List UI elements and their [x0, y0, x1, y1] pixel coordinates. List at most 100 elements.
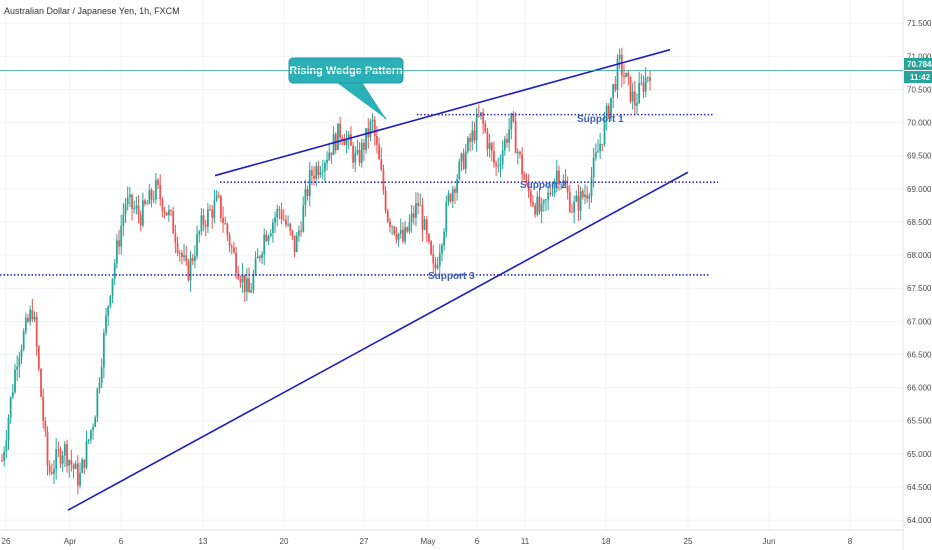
x-tick-label: 25: [684, 537, 693, 546]
candle-body: [510, 113, 513, 130]
candle-body: [285, 219, 287, 225]
candle-body: [389, 221, 391, 227]
candle-body: [298, 230, 300, 236]
candle-body: [9, 397, 12, 418]
candle-body: [467, 137, 469, 152]
y-tick-label: 70.500: [907, 85, 932, 94]
candle-body: [430, 241, 433, 255]
candle-body: [254, 258, 257, 275]
candle-body: [601, 143, 604, 145]
candle-body: [18, 357, 21, 367]
chart-title: Australian Dollar / Japanese Yen, 1h, FX…: [4, 6, 180, 16]
candle-body: [5, 440, 8, 452]
candle-body: [352, 145, 354, 163]
candle-body: [508, 129, 511, 143]
candle-body: [16, 366, 19, 370]
candle-body: [425, 219, 428, 235]
y-tick-label: 65.000: [907, 450, 932, 459]
candle-body: [42, 396, 45, 421]
candle-body: [532, 202, 534, 206]
candle-body: [501, 150, 504, 164]
support-1-label: Support 1: [577, 114, 624, 125]
candle-body: [326, 159, 328, 163]
timer-badge: 11:42: [910, 73, 931, 82]
wedge-lower-line: [67, 171, 689, 511]
candle-body: [261, 254, 263, 259]
candle-body: [289, 223, 292, 231]
candle-body: [206, 209, 209, 227]
candle-body: [540, 203, 543, 212]
candle-body: [107, 306, 110, 316]
candle-body: [68, 460, 71, 466]
candle-body: [642, 82, 645, 92]
candle-body: [250, 290, 253, 293]
candle-body: [308, 170, 311, 196]
candle-body: [1, 460, 3, 462]
candle-body: [191, 258, 194, 261]
y-tick-label: 69.000: [907, 185, 932, 194]
candle-body: [649, 77, 651, 81]
candle-body: [120, 225, 123, 247]
candle-body: [497, 165, 500, 167]
candle-body: [48, 465, 51, 473]
candle-body: [76, 463, 79, 486]
timer-badge-bg: [904, 71, 932, 83]
candle-body: [503, 138, 506, 151]
candle-body: [631, 91, 634, 102]
candle-body: [300, 230, 302, 232]
y-tick-label: 68.000: [907, 251, 932, 260]
candle-body: [415, 203, 417, 218]
candle-body: [373, 119, 376, 137]
candle-body: [343, 139, 346, 146]
candle-body: [20, 349, 23, 358]
candle-body: [432, 254, 435, 264]
candle-body: [397, 233, 400, 240]
x-axis: 26 Apr 6 13 20 27 May 6 11 18 25 Jun 8: [2, 537, 853, 546]
candle-body: [66, 444, 68, 466]
candle-body: [96, 388, 99, 418]
candle-body: [152, 199, 155, 201]
candle-body: [612, 84, 615, 98]
rising-wedge-callout[interactable]: Rising Wedge Pattern: [288, 57, 404, 120]
price-scale-panel[interactable]: [903, 0, 932, 550]
candle-body: [447, 194, 450, 203]
candle-body: [451, 189, 454, 202]
price-badges: 70.784 11:42: [904, 58, 932, 83]
candle-body: [339, 123, 341, 138]
candle-body: [137, 205, 140, 215]
candle-body: [538, 196, 541, 212]
candle-body: [79, 472, 81, 486]
candle-body: [644, 77, 647, 92]
candle-body: [230, 246, 233, 248]
candle-body: [358, 149, 361, 163]
support-levels: [0, 113, 718, 276]
candle-body: [217, 195, 220, 197]
candle-body: [37, 346, 40, 369]
candle-body: [610, 97, 612, 118]
candle-body: [363, 142, 365, 150]
candle-body: [53, 469, 55, 474]
candle-body: [265, 234, 268, 242]
candle-body: [350, 134, 352, 146]
candle-body: [115, 240, 118, 264]
candle-body: [551, 193, 554, 194]
candle-body: [111, 278, 114, 296]
candle-body: [553, 180, 556, 194]
candle-body: [360, 142, 363, 163]
callout-pointer: [336, 82, 386, 119]
x-tick-label: May: [420, 537, 435, 546]
candle-body: [139, 214, 142, 226]
y-tick-label: 71.500: [907, 19, 932, 28]
candle-body: [482, 112, 485, 124]
candle-body: [527, 182, 530, 192]
candle-body: [29, 309, 32, 322]
candle-body: [376, 136, 378, 145]
candle-body: [118, 240, 120, 247]
candle-body: [83, 459, 86, 468]
candle-body: [92, 426, 94, 431]
candle-body: [239, 278, 242, 283]
x-tick-label: 18: [602, 537, 611, 546]
candle-body: [471, 130, 474, 142]
